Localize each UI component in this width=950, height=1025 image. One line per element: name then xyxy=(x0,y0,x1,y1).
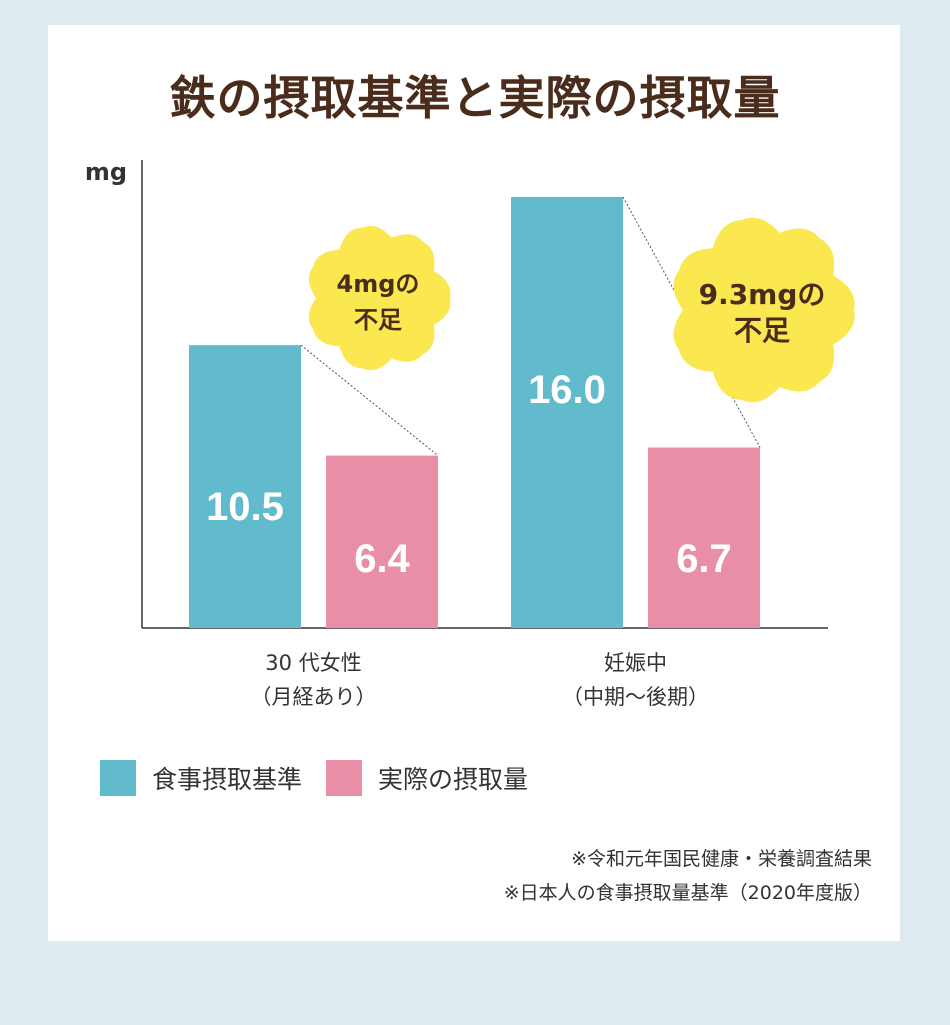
bar xyxy=(511,197,623,628)
legend-item-standard: 食事摂取基準 xyxy=(100,760,302,796)
shortfall-connector xyxy=(622,196,761,448)
legend-item-actual: 実際の摂取量 xyxy=(326,760,528,796)
legend-swatch-standard xyxy=(100,760,136,796)
shortfall-callout-text: 4mgの xyxy=(337,270,420,298)
bar xyxy=(648,447,760,628)
legend-label-actual: 実際の摂取量 xyxy=(378,765,529,794)
bar xyxy=(326,455,438,628)
source-notes: ※令和元年国民健康・栄養調査結果 ※日本人の食事摂取量基準（2020年度版） xyxy=(504,842,872,910)
bar-value-label: 16.0 xyxy=(528,368,606,412)
x-tick-label: （月経あり） xyxy=(251,685,377,709)
source-note: ※日本人の食事摂取量基準（2020年度版） xyxy=(503,882,872,904)
bar xyxy=(189,345,301,628)
shortfall-callout-text: 不足 xyxy=(734,314,790,347)
x-tick-label: 30 代女性 xyxy=(265,651,361,675)
x-tick-label: 妊娠中 xyxy=(604,651,667,675)
source-note: ※令和元年国民健康・栄養調査結果 xyxy=(571,848,872,870)
shortfall-connector xyxy=(300,344,439,456)
shortfall-callout-bubble xyxy=(673,217,855,403)
legend-label-standard: 食事摂取基準 xyxy=(152,765,303,794)
bar-value-label: 6.7 xyxy=(676,537,732,581)
shortfall-callout-bubble xyxy=(308,225,451,371)
bar-value-label: 10.5 xyxy=(206,485,284,529)
legend-swatch-actual xyxy=(326,760,363,796)
shortfall-callout-text: 不足 xyxy=(354,306,402,334)
bar-value-label: 6.4 xyxy=(354,537,410,581)
y-axis-unit-label: mg xyxy=(85,158,127,186)
shortfall-callout-text: 9.3mgの xyxy=(699,278,826,311)
bar-chart: mg 10.5 6.4 30 代女性 （月経あり） 16.0 6.7 妊娠中 （中期〜後期） 4m… xyxy=(85,158,855,709)
legend: 食事摂取基準 実際の摂取量 xyxy=(100,760,552,796)
chart-title: 鉄の摂取基準と実際の摂取量 xyxy=(169,71,781,125)
x-tick-label: （中期〜後期） xyxy=(562,685,709,709)
